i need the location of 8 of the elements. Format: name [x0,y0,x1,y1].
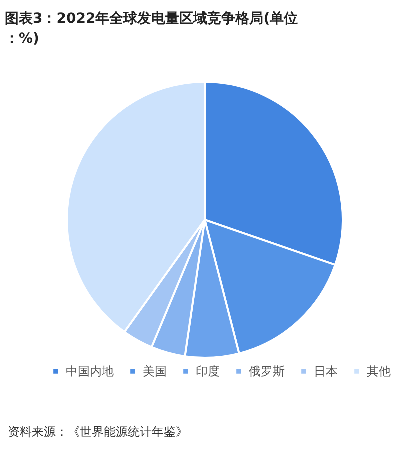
text: 资料来源：《世界能源统计年鉴》 [8,425,188,439]
legend-label: 其他 [367,364,391,378]
legend-label: 日本 [314,364,338,378]
legend-label: 俄罗斯 [249,364,285,378]
chart-title: 图表3：2022年全球发电量区域竞争格局(单位：%) [5,10,298,47]
legend-label: 中国内地 [66,364,114,378]
legend-label: 美国 [143,364,167,378]
legend-label: 印度 [196,364,220,378]
